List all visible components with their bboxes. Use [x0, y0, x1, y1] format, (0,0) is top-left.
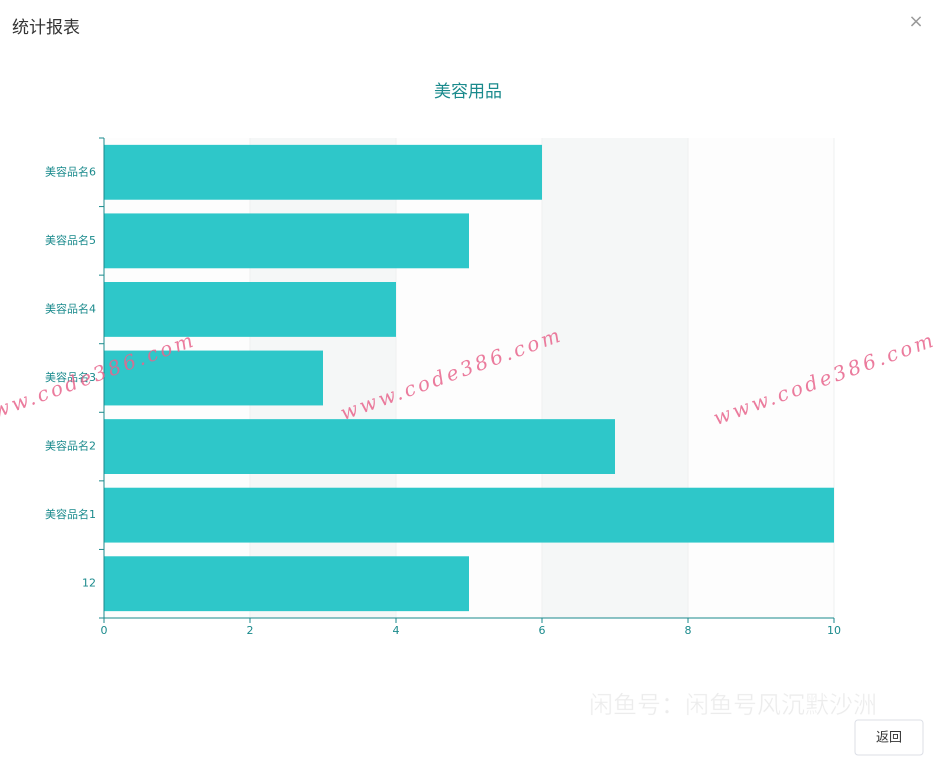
- bar: [104, 419, 615, 474]
- split-area: [542, 138, 688, 618]
- y-tick-label: 美容品名4: [45, 301, 96, 315]
- x-tick-label: 10: [827, 624, 841, 637]
- y-tick-label: 美容品名2: [45, 439, 96, 453]
- y-tick-label: 美容品名5: [45, 233, 96, 247]
- x-tick-label: 2: [247, 624, 254, 637]
- return-button[interactable]: [854, 719, 924, 756]
- x-tick-label: 0: [101, 624, 108, 637]
- close-button[interactable]: ×: [908, 11, 923, 32]
- dialog-title: 统计报表: [12, 18, 80, 38]
- bar: [104, 144, 542, 200]
- bar: [104, 487, 834, 543]
- watermark: 闲鱼号：闲鱼号风沉默沙洲: [589, 691, 877, 719]
- chart: 0 2 4 6 8 10 12 美容品名1 美容品名2 美容品名3 美容品名4 美容品名5 美容品名6: [45, 137, 841, 637]
- x-tick-label: 4: [393, 624, 400, 637]
- y-tick-label: 美容品名3: [45, 370, 96, 384]
- x-tick-label: 6: [539, 624, 546, 637]
- chart-title: 美容用品: [434, 82, 502, 102]
- bar: [104, 350, 323, 406]
- y-tick-label: 12: [82, 577, 96, 590]
- x-tick-label: 8: [685, 624, 692, 637]
- y-tick-label: 美容品名6: [45, 164, 96, 178]
- y-tick-label: 美容品名1: [45, 507, 96, 521]
- bar: [104, 556, 469, 612]
- bar: [104, 282, 396, 337]
- bar: [104, 213, 469, 269]
- return-button-label[interactable]: 返回: [876, 731, 902, 746]
